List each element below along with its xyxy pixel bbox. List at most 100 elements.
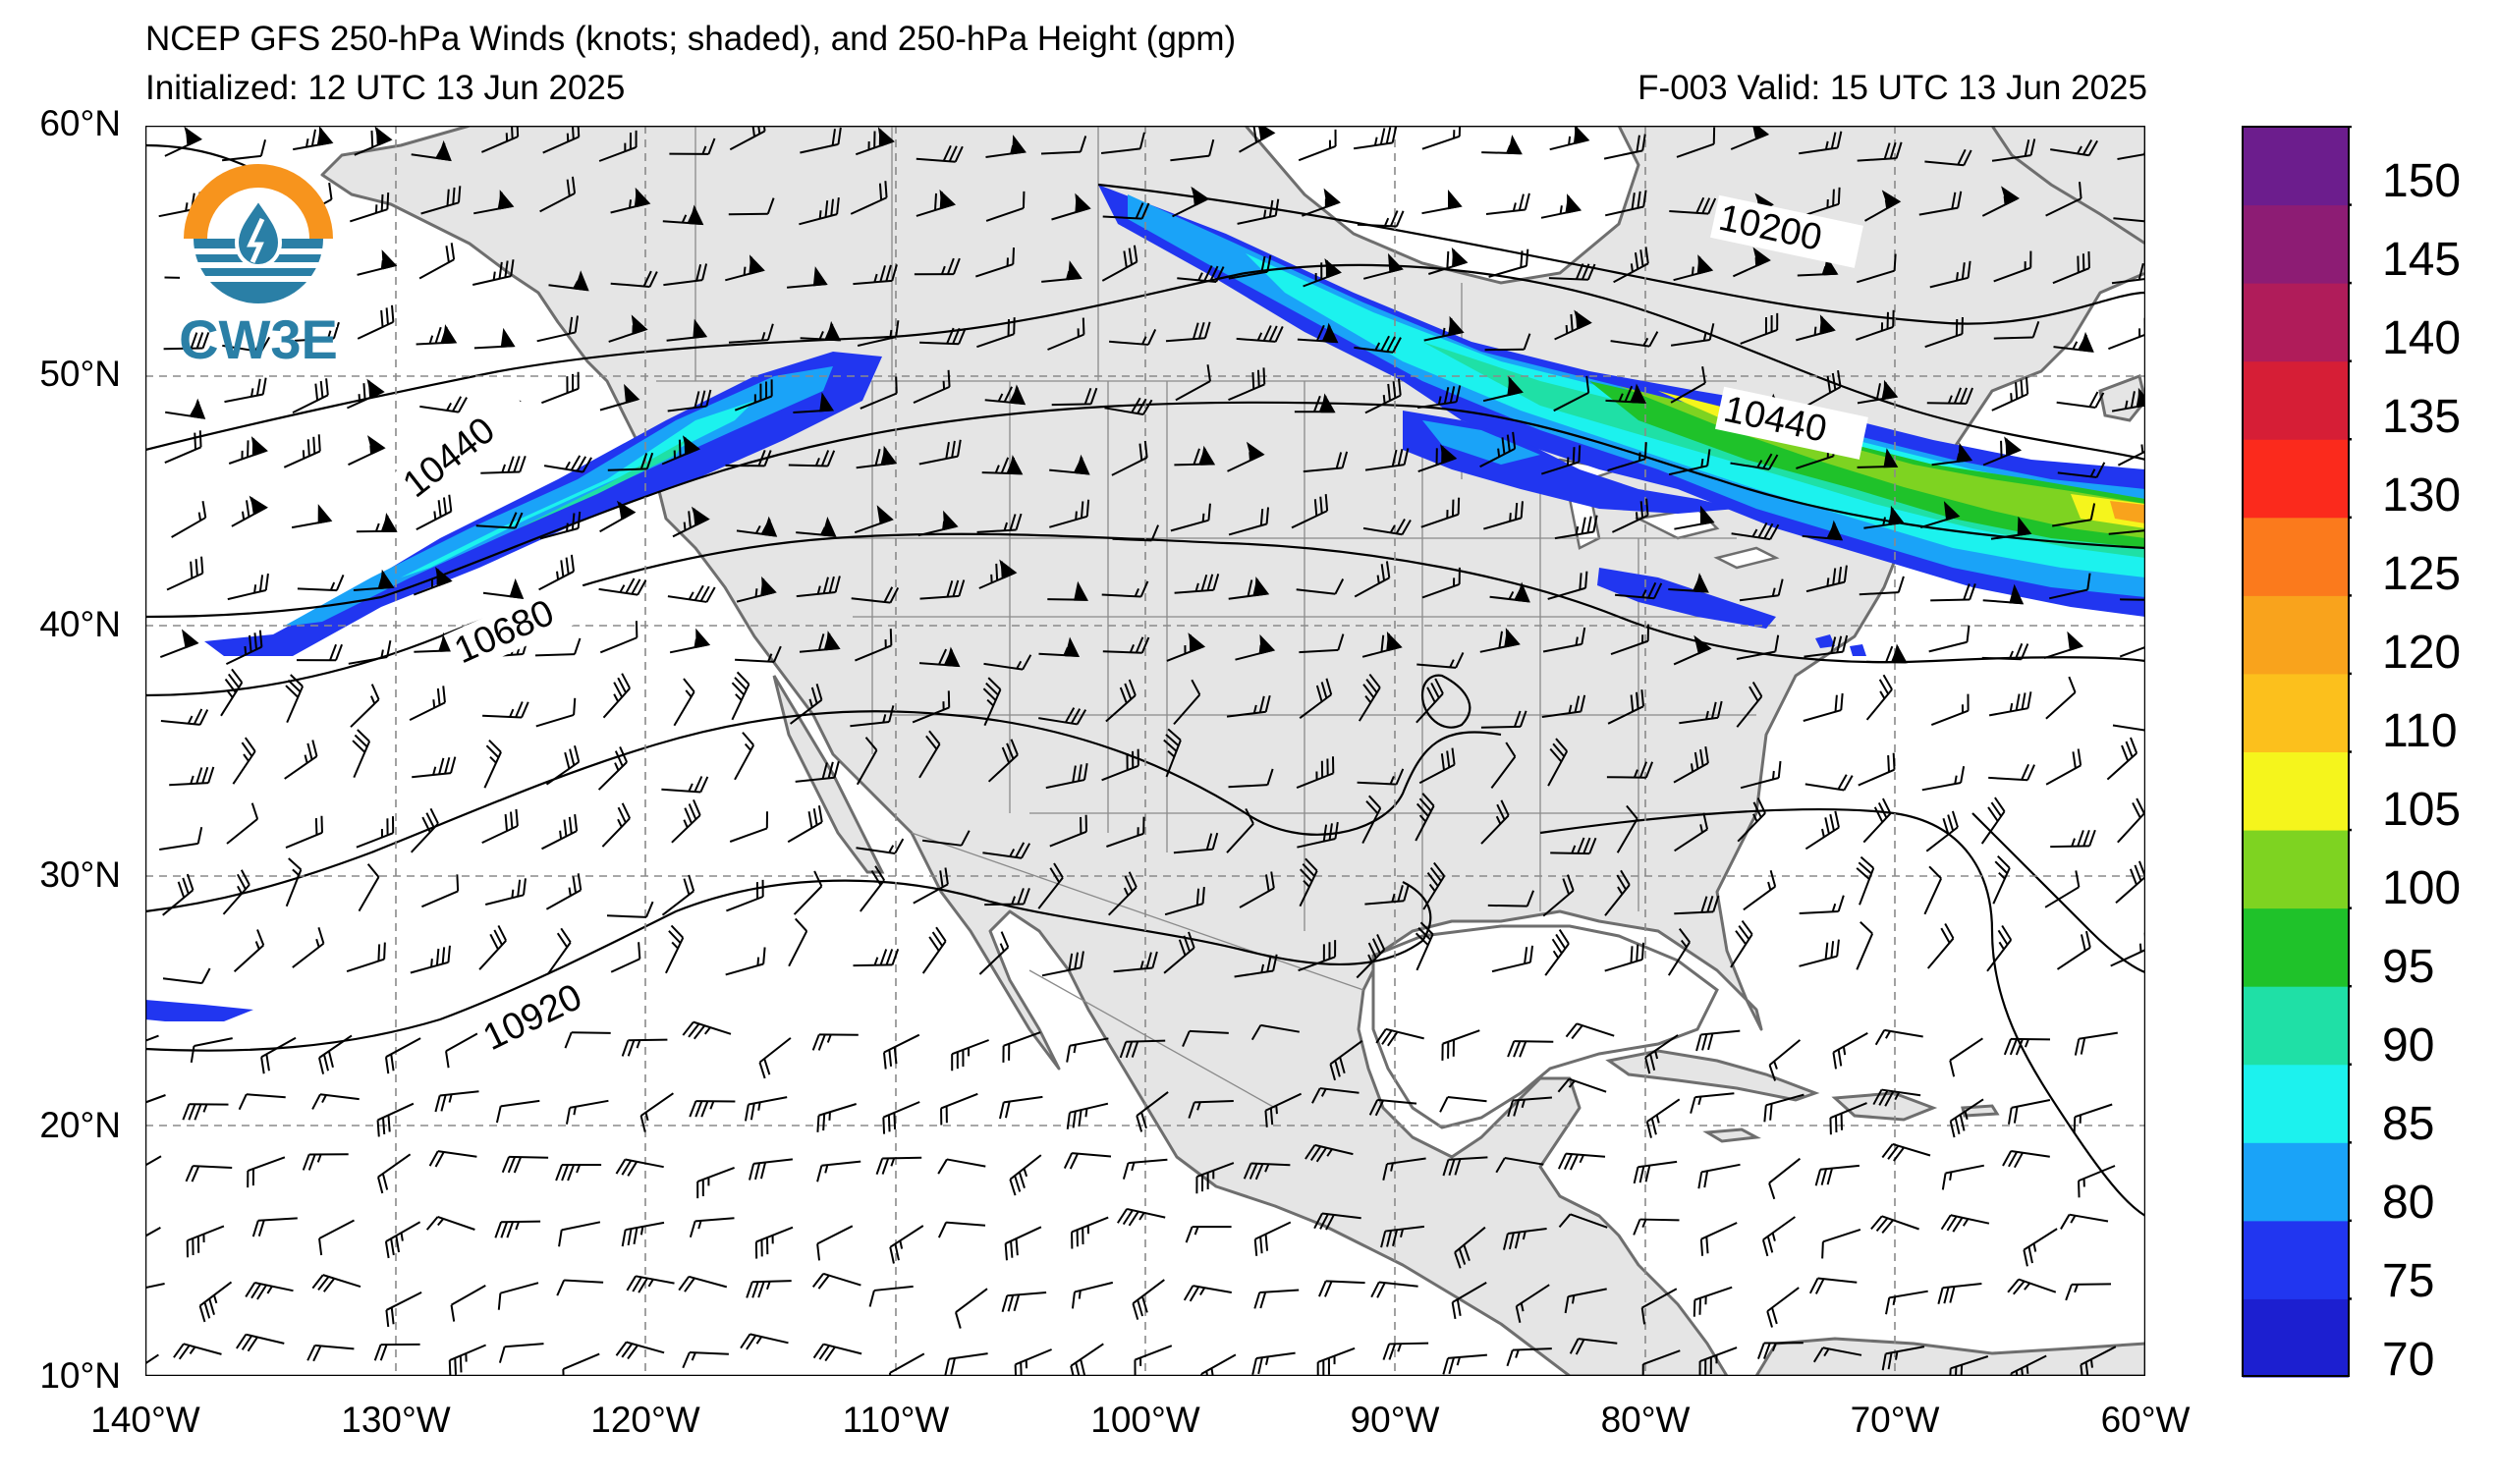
wind-barb (1071, 1216, 1109, 1249)
wind-barb (1487, 890, 1535, 907)
lon-label-90w: 90°W (1350, 1400, 1440, 1440)
wind-barb (2050, 829, 2096, 849)
wind-barb (1699, 1222, 1738, 1256)
wind-barb (2048, 573, 2091, 600)
wind-barb (1299, 633, 1345, 654)
wind-barb (1553, 375, 1590, 412)
wind-barb (916, 189, 957, 217)
wind-barb (354, 126, 393, 156)
wind-barb (247, 1156, 286, 1188)
wind-barb (1329, 1039, 1363, 1081)
wind-barb (542, 126, 581, 154)
colorbar-label: 120 (2382, 627, 2462, 679)
wind-barb (1668, 573, 1709, 593)
wind-barb (731, 671, 750, 721)
wind-barb (1227, 441, 1265, 472)
wind-barb (541, 371, 580, 405)
wind-barb (1564, 1288, 1607, 1314)
wind-barb (1949, 1098, 1984, 1138)
wind-barb (1737, 797, 1766, 843)
wind-barb (1988, 763, 2035, 782)
wind-barb (599, 621, 638, 654)
wind-barb (410, 807, 439, 853)
wind-barb (1980, 797, 2006, 845)
wind-barb (1066, 1037, 1109, 1063)
wind-barb (473, 327, 516, 350)
wind-barb (913, 369, 951, 405)
wind-barb (1415, 793, 1435, 842)
wind-barb (1515, 1284, 1550, 1323)
wind-barb (787, 266, 828, 289)
wind-barb (1422, 861, 1446, 910)
wind-barb (373, 1343, 420, 1361)
wind-barb (725, 254, 765, 282)
wind-barb (1228, 507, 1270, 536)
wind-barb (1603, 134, 1646, 160)
wind-barb (1730, 453, 1779, 470)
wind-barb (1925, 810, 1959, 852)
wind-barb (667, 584, 716, 603)
wind-barb (418, 243, 456, 280)
wind-barb (1673, 634, 1712, 666)
wind-barb (754, 1226, 794, 1259)
wind-barb (696, 1166, 735, 1199)
colorbar-label: 90 (2382, 1019, 2435, 1072)
wind-barb (1857, 141, 1903, 162)
wind-barb (1454, 1226, 1486, 1269)
wind-barb (978, 559, 1018, 589)
wind-barb (541, 813, 579, 851)
wind-barb (982, 842, 1031, 859)
colorbar-label: 145 (2382, 234, 2462, 286)
wind-barb (297, 574, 345, 592)
wind-barb (145, 1353, 159, 1376)
lat-label-60n: 60°N (39, 103, 121, 143)
wind-barb (2007, 1278, 2057, 1295)
wind-barb (1163, 931, 1195, 974)
wind-barb (1226, 694, 1271, 718)
wind-barb (1105, 679, 1137, 723)
wind-barb (669, 137, 716, 155)
wind-barb (1038, 636, 1081, 658)
wind-barb (921, 926, 947, 974)
wind-barb (1866, 643, 1908, 664)
wind-barb (1106, 816, 1145, 848)
wind-barb (1239, 126, 1276, 153)
wind-barb (1605, 383, 1647, 404)
wind-barb (1112, 524, 1160, 542)
wind-barb (1743, 870, 1777, 911)
wind-barb (736, 576, 777, 603)
wind-barb (1607, 442, 1647, 472)
wind-barb (1673, 745, 1709, 784)
wind-barb (1940, 1214, 1990, 1233)
wind-barb (1488, 248, 1529, 278)
wind-barb (610, 270, 658, 288)
wind-barb (539, 176, 577, 213)
lat-label-50n: 50°N (39, 354, 121, 394)
wind-barb (2010, 1354, 2047, 1376)
wind-barb (225, 630, 263, 666)
wind-barb (1417, 444, 1458, 473)
wind-barb (543, 455, 592, 473)
valid-time: F-003 Valid: 15 UTC 13 Jun 2025 (1638, 69, 2147, 107)
wind-barb (2073, 1103, 2113, 1134)
wind-barb (1856, 855, 1875, 906)
colorbar-segment (2243, 283, 2349, 362)
colorbar-segment (2243, 1220, 2349, 1299)
wind-barb (1613, 247, 1649, 284)
wind-barb (914, 257, 961, 276)
wind-barb (482, 577, 525, 599)
wind-barb (1988, 691, 2032, 717)
wind-barb (816, 1103, 857, 1132)
wind-barb (2074, 1031, 2118, 1056)
wind-barb (1919, 501, 1961, 529)
wind-barb (1644, 1034, 1679, 1074)
wind-barb (536, 315, 580, 343)
wind-barb (224, 377, 267, 404)
wind-barb (1132, 1279, 1165, 1320)
wind-barb (1183, 1285, 1232, 1302)
wind-barb (1673, 254, 1714, 282)
colorbar-segment (2243, 204, 2349, 284)
wind-barb (548, 270, 589, 292)
hudson-bay (1244, 126, 1640, 285)
